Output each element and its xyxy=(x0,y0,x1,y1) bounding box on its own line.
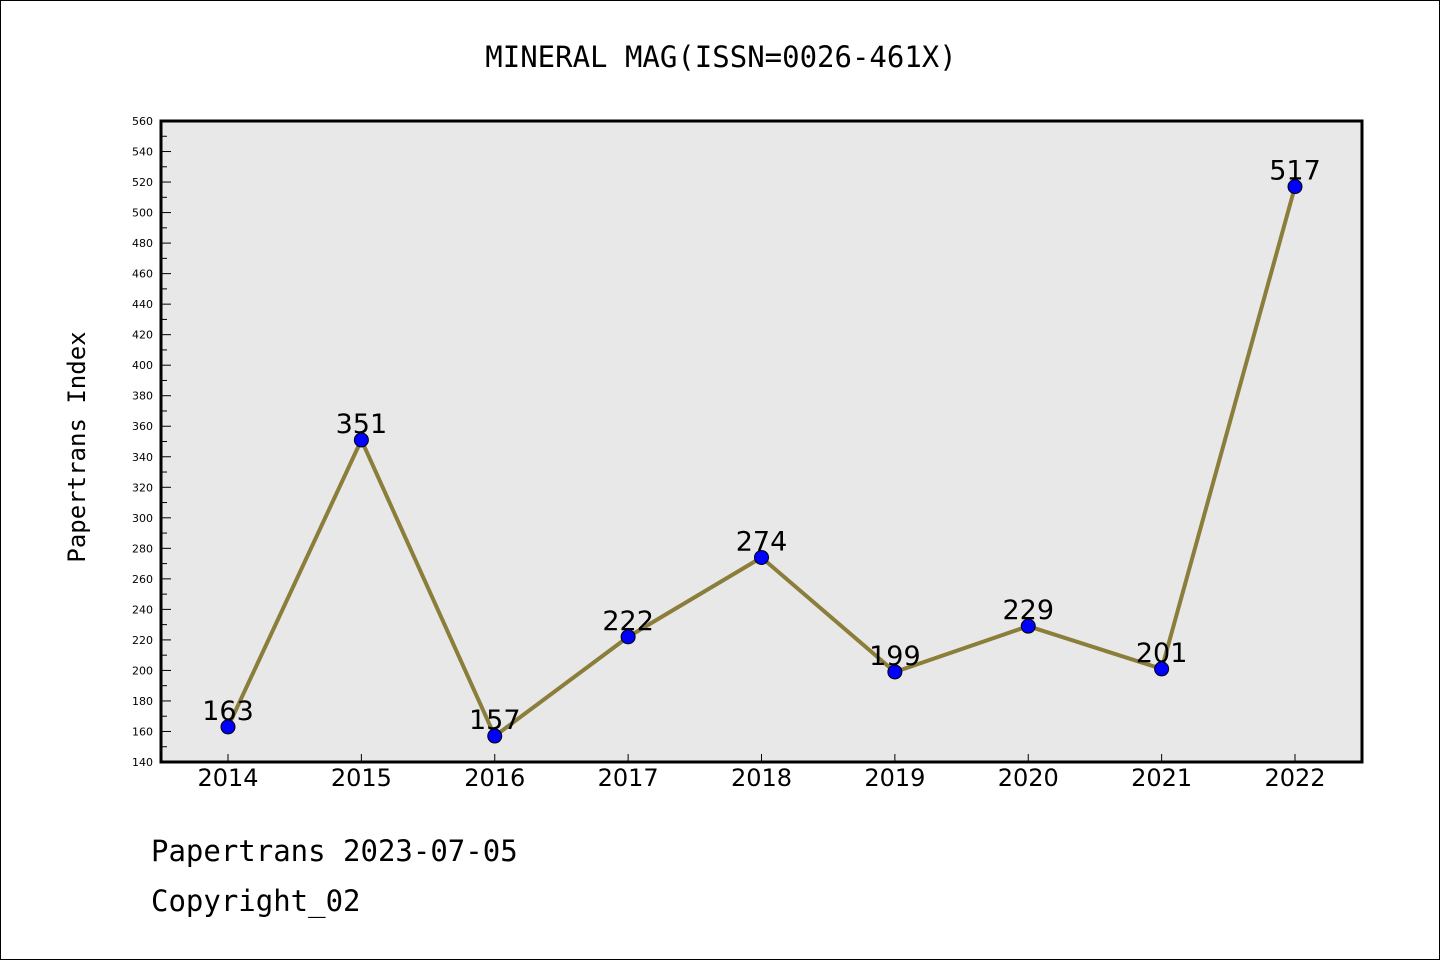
y-tick-label: 300 xyxy=(132,512,153,525)
y-tick-label: 520 xyxy=(132,176,153,189)
x-tick-label: 2015 xyxy=(331,764,392,792)
x-tick-label: 2019 xyxy=(864,764,925,792)
y-tick-label: 280 xyxy=(132,542,153,555)
y-tick-label: 360 xyxy=(132,420,153,433)
y-tick-label: 560 xyxy=(132,115,153,128)
data-label: 229 xyxy=(1002,595,1054,626)
y-tick-label: 220 xyxy=(132,634,153,647)
y-tick-label: 240 xyxy=(132,603,153,616)
data-label: 199 xyxy=(869,641,921,672)
y-tick-label: 540 xyxy=(132,146,153,159)
y-axis-label: Papertrans Index xyxy=(63,331,91,562)
y-tick-label: 460 xyxy=(132,268,153,281)
y-tick-label: 440 xyxy=(132,298,153,311)
x-axis-ticks: 2014 2015 2016 2017 2018 2019 2020 2021 2022 xyxy=(197,754,1326,792)
y-tick-label: 140 xyxy=(132,756,153,769)
x-tick-label: 2017 xyxy=(598,764,659,792)
data-point xyxy=(487,728,503,744)
y-tick-label: 420 xyxy=(132,329,153,342)
data-point xyxy=(1154,661,1170,677)
x-tick-label: 2016 xyxy=(464,764,525,792)
y-axis-ticks: 140 160 180 200 220 240 260 280 300 320 340 360 380 4… xyxy=(132,115,171,769)
y-tick-label: 160 xyxy=(132,725,153,738)
y-tick-label: 200 xyxy=(132,664,153,677)
y-tick-label: 380 xyxy=(132,390,153,403)
data-point xyxy=(1287,179,1303,195)
data-points xyxy=(220,179,1303,744)
x-tick-label: 2014 xyxy=(197,764,258,792)
x-tick-label: 2018 xyxy=(731,764,792,792)
y-tick-label: 260 xyxy=(132,573,153,586)
footer-copyright: Copyright_02 xyxy=(151,884,361,918)
data-point xyxy=(1020,618,1036,634)
data-label: 517 xyxy=(1269,156,1321,187)
x-tick-label: 2021 xyxy=(1131,764,1192,792)
data-point xyxy=(887,664,903,680)
y-tick-label: 480 xyxy=(132,237,153,250)
x-tick-label: 2022 xyxy=(1264,764,1325,792)
data-label: 201 xyxy=(1136,638,1188,669)
footer-date: Papertrans 2023-07-05 xyxy=(151,834,518,868)
y-tick-label: 340 xyxy=(132,451,153,464)
data-point xyxy=(754,549,769,565)
y-tick-label: 400 xyxy=(132,359,153,372)
data-point xyxy=(620,629,636,645)
y-tick-label: 320 xyxy=(132,481,153,494)
y-tick-label: 500 xyxy=(132,207,153,220)
data-point xyxy=(220,719,236,735)
data-point xyxy=(353,432,369,448)
data-label: 222 xyxy=(602,606,654,637)
y-tick-label: 180 xyxy=(132,695,153,708)
data-label: 157 xyxy=(469,705,521,736)
data-label: 163 xyxy=(202,696,254,727)
data-label: 274 xyxy=(736,526,788,557)
data-labels: 163 351 157 222 274 199 229 201 517 xyxy=(202,156,1321,736)
chart-title: MINERAL MAG(ISSN=0026-461X) xyxy=(485,40,956,74)
x-tick-label: 2020 xyxy=(998,764,1059,792)
data-label: 351 xyxy=(336,409,388,440)
